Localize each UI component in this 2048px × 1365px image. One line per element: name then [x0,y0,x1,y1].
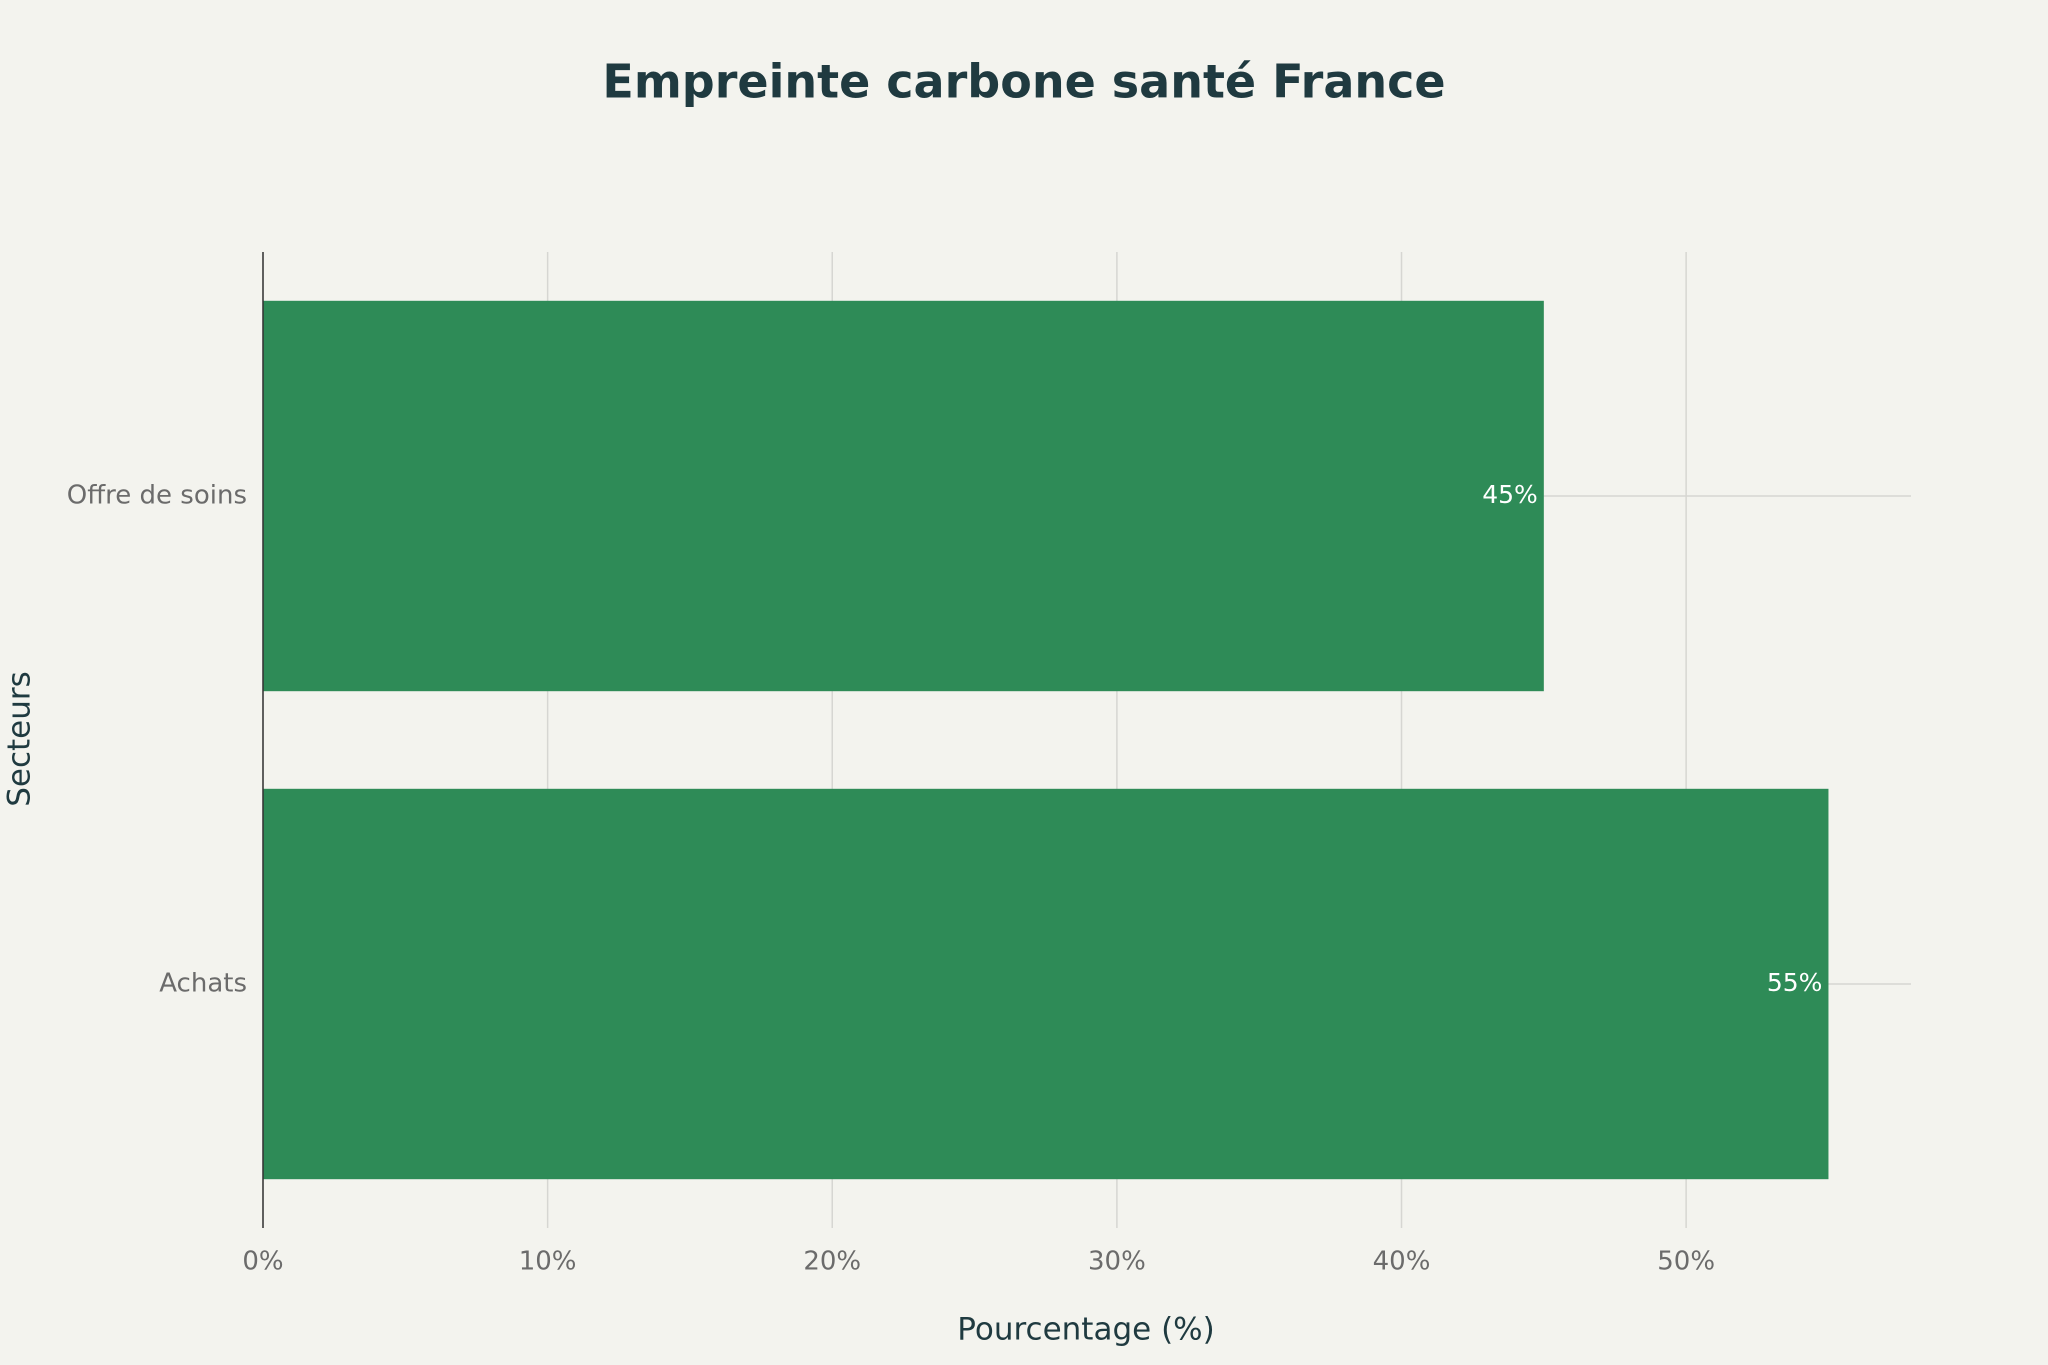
chart-title: Empreinte carbone santé France [602,55,1445,109]
value-label: 45% [1482,480,1538,509]
y-tick-label: Achats [159,969,247,999]
x-tick-label: 20% [803,1247,861,1277]
x-tick-label: 10% [519,1247,577,1277]
x-tick-label: 0% [242,1247,283,1277]
y-tick-label: Offre de soins [67,481,247,511]
bar [263,300,1544,692]
bar [263,788,1829,1180]
x-tick-label: 40% [1373,1247,1431,1277]
x-tick-label: 50% [1657,1247,1715,1277]
x-axis-title: Pourcentage (%) [957,1312,1214,1348]
y-axis-title: Secteurs [2,671,38,807]
x-tick-label: 30% [1088,1247,1146,1277]
value-label: 55% [1767,968,1823,997]
